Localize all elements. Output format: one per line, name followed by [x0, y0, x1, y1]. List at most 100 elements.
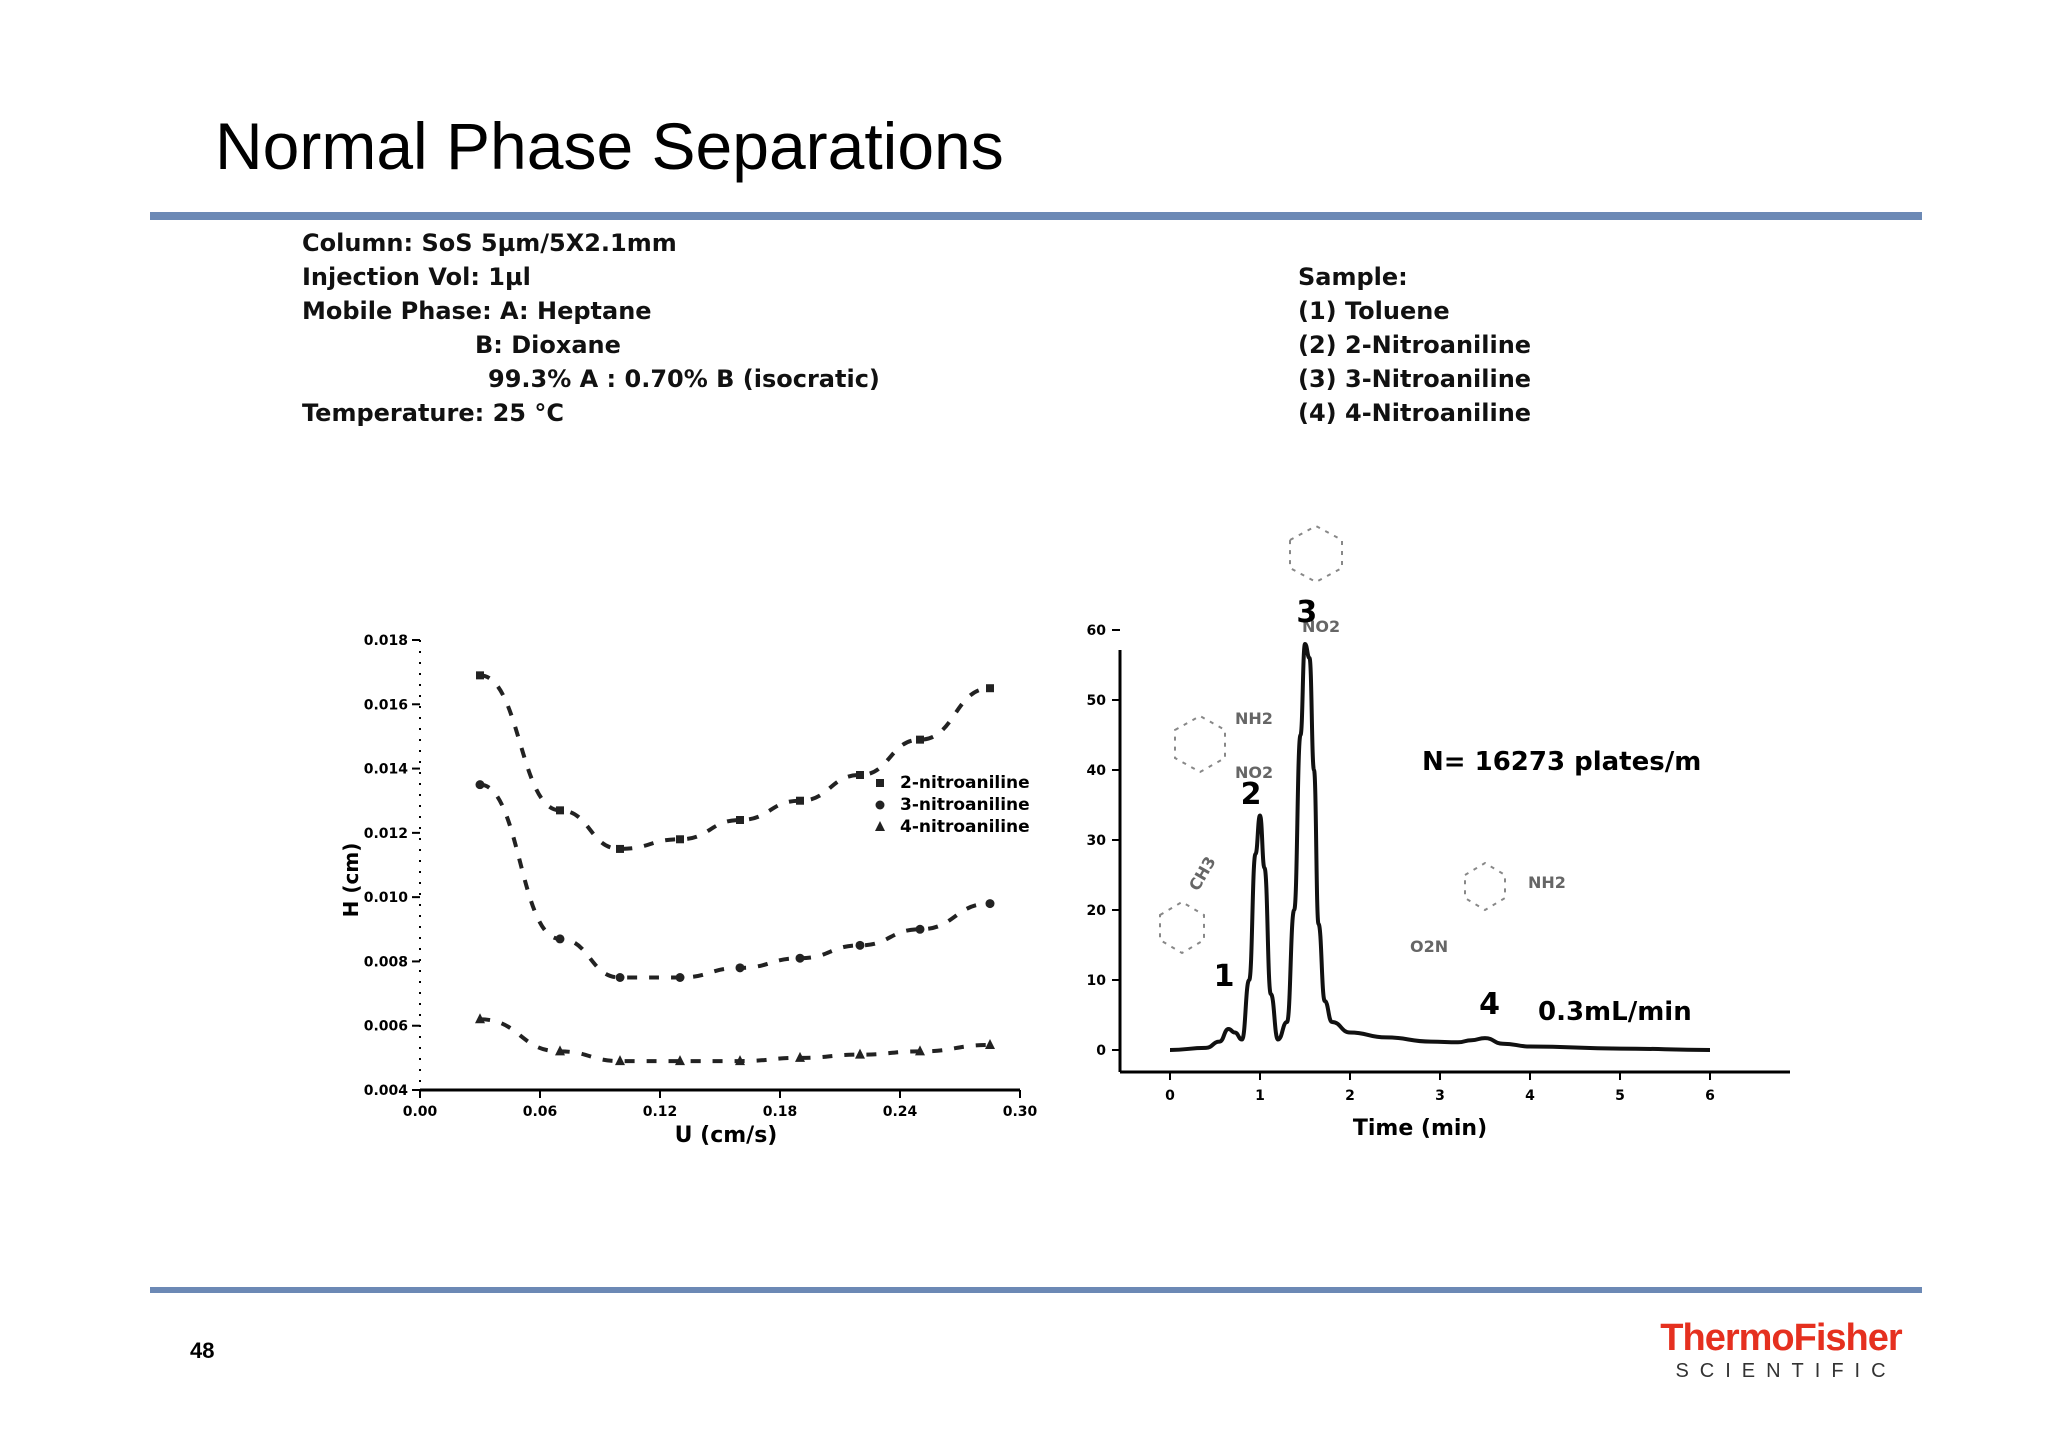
data-point-3-nitroaniline [735, 963, 745, 973]
data-point-2-nitroaniline [736, 816, 744, 824]
x-tick-label: 1 [1255, 1088, 1265, 1104]
x-tick-label: 0.06 [523, 1104, 558, 1120]
y-tick-label: 0.010 [364, 890, 409, 906]
series-line-2-nitroaniline [479, 673, 991, 851]
series-line-3-nitroaniline [479, 782, 991, 980]
mobile-phase-ratio: 99.3% A : 0.70% B (isocratic) [488, 365, 880, 393]
data-point-4-nitroaniline [735, 1055, 745, 1066]
y-tick-label: 0.018 [364, 633, 408, 649]
chromatogram-x-label: Time (min) [1353, 1116, 1487, 1141]
data-point-2-nitroaniline [556, 806, 564, 815]
van-deemter-axes: 0.00 0.06 0.12 0.18 0.24 0.30 0.004 0.006 0.008 0… [364, 633, 1038, 1120]
chromatogram-trace [1169, 642, 1711, 1052]
brand-logo-sub: SCIENTIFIC [1675, 1360, 1897, 1382]
van-deemter-marks [475, 671, 995, 1066]
van-deemter-y-label: H (cm) [339, 843, 363, 918]
y-tick-label: 40 [1087, 763, 1107, 779]
x-tick-label: 2 [1345, 1088, 1355, 1104]
x-tick-label: 3 [1435, 1088, 1445, 1104]
page-number: 48 [190, 1338, 215, 1363]
plates-annotation: N= 16273 plates/m [1422, 747, 1701, 777]
sample-item-3: (3) 3-Nitroaniline [1298, 365, 1532, 393]
data-point-2-nitroaniline [796, 796, 804, 805]
sample-heading: Sample: [1298, 263, 1408, 291]
x-tick-label: 0 [1165, 1088, 1175, 1104]
structure-label: CH3 [1185, 853, 1220, 894]
data-point-4-nitroaniline [675, 1055, 685, 1066]
brand-logo-main: ThermoFisher [1660, 1317, 1902, 1359]
flow-annotation: 0.3mL/min [1538, 997, 1692, 1027]
y-tick-label: 0.008 [364, 954, 408, 970]
y-tick-label: 10 [1087, 973, 1107, 989]
mobile-phase-b: B: Dioxane [475, 331, 621, 359]
legend-marker-4-nitroaniline [875, 821, 885, 831]
y-tick-label: 0.016 [364, 697, 408, 713]
structure-3-nitroaniline [1289, 524, 1343, 584]
sample-item-1: (1) Toluene [1298, 297, 1450, 325]
legend-marker-2-nitroaniline [876, 779, 884, 787]
sample-item-4: (4) 4-Nitroaniline [1298, 399, 1532, 427]
x-tick-label: 0.00 [403, 1104, 438, 1120]
title-divider [150, 212, 1922, 220]
legend-label: 4-nitroaniline [900, 817, 1030, 837]
temperature: Temperature: 25 °C [302, 399, 564, 427]
x-tick-label: 0.30 [1003, 1104, 1038, 1120]
data-point-3-nitroaniline [555, 934, 565, 944]
sample-block: Sample: (1) Toluene (2) 2-Nitroaniline (… [1298, 260, 1531, 430]
data-point-4-nitroaniline [475, 1013, 485, 1024]
structure-4-nitroaniline [1464, 861, 1506, 912]
y-tick-label: 50 [1087, 693, 1107, 709]
van-deemter-x-label: U (cm/s) [675, 1123, 778, 1148]
y-tick-label: 0.012 [364, 826, 408, 842]
data-point-4-nitroaniline [915, 1045, 925, 1056]
data-point-2-nitroaniline [476, 671, 484, 680]
data-point-4-nitroaniline [985, 1039, 995, 1049]
column-spec: Column: SoS 5µm/5X2.1mm [302, 229, 677, 257]
data-point-3-nitroaniline [675, 973, 685, 982]
y-tick-label: 20 [1087, 903, 1107, 919]
y-tick-label: 30 [1087, 833, 1107, 849]
footer-divider [150, 1287, 1922, 1293]
data-point-2-nitroaniline [916, 735, 924, 744]
data-point-3-nitroaniline [855, 940, 865, 950]
peak-label-1: 1 [1214, 959, 1235, 994]
data-point-2-nitroaniline [986, 684, 994, 693]
y-tick-label: 0.004 [364, 1083, 409, 1099]
peak-label-2: 2 [1241, 777, 1262, 812]
x-tick-label: 6 [1705, 1088, 1715, 1104]
structure-2-nitroaniline [1174, 714, 1226, 774]
structure-label: O2N [1410, 937, 1448, 956]
chromatogram-marks: 1 2 3 4 [1169, 595, 1711, 1052]
data-point-3-nitroaniline [985, 899, 995, 909]
x-tick-label: 0.18 [763, 1104, 798, 1120]
x-tick-label: 5 [1615, 1088, 1625, 1104]
data-point-3-nitroaniline [475, 780, 485, 790]
data-point-3-nitroaniline [795, 953, 805, 963]
y-tick-label: 60 [1087, 623, 1107, 639]
van-deemter-legend: 2-nitroaniline3-nitroaniline4-nitroanili… [875, 773, 1030, 837]
data-point-4-nitroaniline [615, 1055, 625, 1066]
data-point-4-nitroaniline [795, 1051, 805, 1062]
y-tick-label: 0 [1096, 1043, 1106, 1059]
structure-label: NH2 [1528, 873, 1566, 892]
data-point-3-nitroaniline [615, 973, 625, 982]
data-point-3-nitroaniline [915, 924, 925, 934]
structure-label: NH2 [1235, 709, 1273, 728]
data-point-2-nitroaniline [676, 835, 684, 844]
x-tick-label: 4 [1525, 1088, 1535, 1104]
conditions-block: Column: SoS 5µm/5X2.1mm Injection Vol: 1… [302, 226, 880, 430]
peak-label-3: 3 [1296, 595, 1317, 630]
van-deemter-chart: 0.00 0.06 0.12 0.18 0.24 0.30 0.004 0.006 0.008 0… [339, 633, 1038, 1148]
structure-label: NO2 [1302, 617, 1340, 636]
legend-label: 2-nitroaniline [900, 773, 1030, 793]
y-tick-label: 0.014 [364, 762, 409, 778]
y-tick-label: 0.006 [364, 1019, 408, 1035]
structure-toluene [1159, 900, 1205, 955]
chemical-structures [1159, 524, 1506, 955]
data-point-2-nitroaniline [856, 771, 864, 779]
x-tick-label: 0.24 [883, 1104, 918, 1120]
legend-marker-3-nitroaniline [875, 800, 885, 810]
data-point-4-nitroaniline [855, 1048, 865, 1059]
data-point-4-nitroaniline [555, 1045, 565, 1056]
